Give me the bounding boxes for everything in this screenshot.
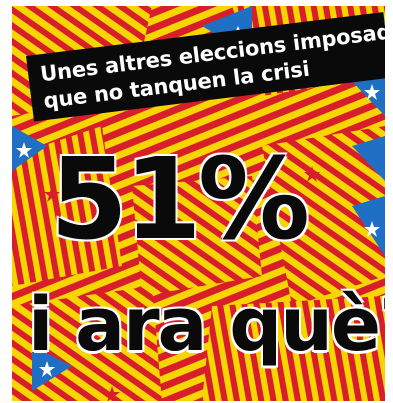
poster: Unes altres eleccions imposades que no t… [12, 6, 385, 401]
percentage-headline: 51% [50, 135, 310, 265]
question-headline: i ara què? [28, 282, 385, 368]
